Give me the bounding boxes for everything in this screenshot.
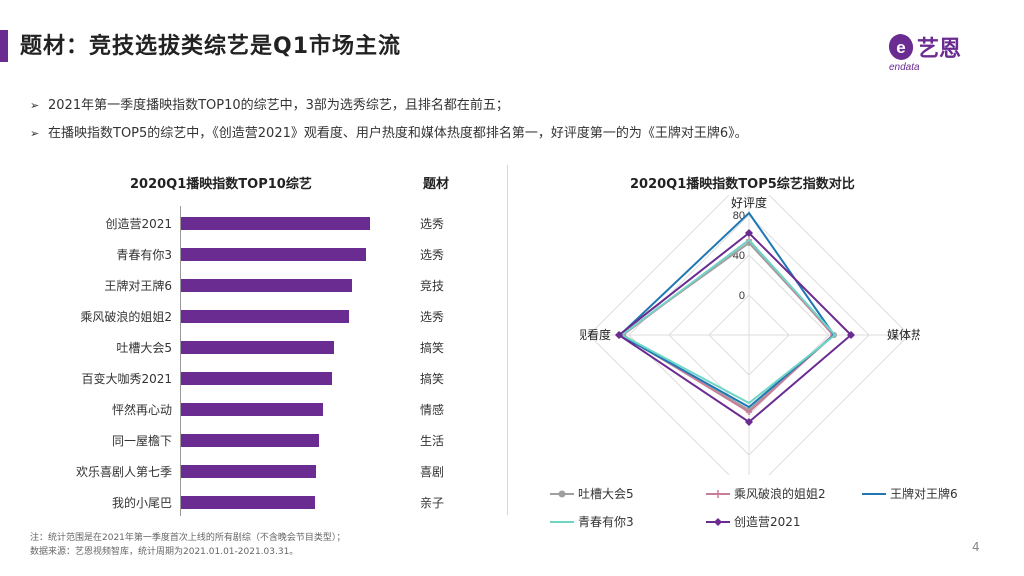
legend-label: 乘风破浪的姐姐2 — [734, 487, 826, 501]
radar-axis-label: 观看度 — [580, 327, 611, 342]
bar — [181, 434, 319, 447]
genre-label: 亲子 — [420, 496, 445, 510]
footnote-line: 注：统计范围是在2021年第一季度首次上线的所有剧综（不含晚会节目类型）； — [30, 533, 346, 543]
page-title: 题材：竞技选拔类综艺是Q1市场主流 — [20, 34, 402, 59]
title-accent-bar — [0, 30, 8, 62]
radar-chart-title: 2020Q1播映指数TOP5综艺指数对比 — [630, 177, 855, 192]
bar-category-label: 欢乐喜剧人第七季 — [75, 465, 172, 479]
legend-marker-icon — [706, 517, 730, 526]
bar-chart-axis — [180, 206, 181, 516]
genre-label: 搞笑 — [420, 372, 445, 386]
panel-divider — [507, 165, 508, 515]
bullet-item: ➢ 2021年第一季度播映指数TOP10的综艺中，3部为选秀综艺，且排名都在前五； — [30, 92, 748, 120]
legend-item: 创造营2021 — [706, 513, 801, 530]
genre-column-header: 题材 — [423, 177, 450, 192]
radar-point — [745, 229, 753, 237]
arrow-bullet-icon: ➢ — [30, 99, 40, 112]
legend-label: 青春有你3 — [578, 515, 634, 529]
genre-label: 搞笑 — [420, 341, 445, 355]
endata-logo: e 艺恩 endata — [888, 34, 961, 73]
genre-label: 选秀 — [420, 217, 445, 231]
radar-axis-label: 好评度 — [731, 195, 767, 210]
bar — [181, 310, 349, 323]
radar-tick-label: 0 — [739, 290, 745, 302]
legend-item: 青春有你3 — [550, 513, 634, 530]
logo-text: 艺恩 — [917, 36, 961, 62]
legend-label: 王牌对王牌6 — [890, 487, 958, 501]
bar — [181, 279, 353, 292]
genre-label: 选秀 — [420, 310, 445, 324]
radar-point — [746, 409, 752, 415]
radar-tick-label: 80 — [733, 210, 745, 222]
genre-label: 竞技 — [420, 279, 445, 293]
legend-item: 王牌对王牌6 — [862, 485, 958, 502]
radar-point — [615, 331, 623, 339]
footnote-line: 数据来源：艺恩视频智库，统计周期为2021.01.01-2021.03.31。 — [30, 547, 299, 557]
bullet-list: ➢ 2021年第一季度播映指数TOP10的综艺中，3部为选秀综艺，且排名都在前五；… — [30, 92, 748, 148]
bar — [181, 372, 332, 385]
bar — [181, 248, 366, 261]
bar-category-label: 吐槽大会5 — [116, 341, 172, 355]
legend-marker-icon — [706, 489, 730, 498]
bar-chart-title: 2020Q1播映指数TOP10综艺 — [130, 177, 312, 192]
radar-point — [745, 418, 753, 426]
radar-series-line — [621, 238, 835, 414]
bullet-text: 2021年第一季度播映指数TOP10的综艺中，3部为选秀综艺，且排名都在前五； — [48, 98, 509, 113]
svg-text:e: e — [896, 38, 905, 57]
genre-label: 喜剧 — [420, 465, 445, 479]
legend-marker-icon — [862, 492, 886, 495]
bar — [181, 341, 334, 354]
bar-category-label: 乘风破浪的姐姐2 — [80, 310, 172, 324]
radar-grid-ring — [588, 195, 910, 475]
radar-axis-label: 媒体热度 — [887, 327, 920, 342]
footnote: 注：统计范围是在2021年第一季度首次上线的所有剧综（不含晚会节目类型）； 数据… — [30, 531, 345, 559]
genre-label: 选秀 — [420, 248, 445, 262]
radar-chart: 80400好评度媒体热度用户热度观看度 — [580, 195, 920, 475]
radar-series-line — [620, 238, 837, 405]
bar-category-label: 我的小尾巴 — [111, 496, 172, 510]
legend-item: 吐槽大会5 — [550, 485, 634, 502]
bar — [181, 217, 370, 230]
bar-category-label: 青春有你3 — [116, 248, 172, 262]
legend-marker-icon — [550, 520, 574, 523]
legend-marker-icon — [550, 490, 574, 497]
bar-category-label: 王牌对王牌6 — [104, 279, 172, 293]
page-number: 4 — [972, 540, 980, 554]
genre-label: 情感 — [420, 403, 445, 417]
legend-item: 乘风破浪的姐姐2 — [706, 485, 826, 502]
logo-subtext: endata — [889, 62, 920, 73]
bullet-item: ➢ 在播映指数TOP5的综艺中，《创造营2021》观看度、用户热度和媒体热度都排名… — [30, 120, 748, 148]
genre-label: 生活 — [420, 434, 445, 448]
bar-category-label: 同一屋檐下 — [111, 434, 172, 448]
legend-label: 吐槽大会5 — [578, 487, 634, 501]
bar-category-label: 创造营2021 — [105, 217, 172, 231]
arrow-bullet-icon: ➢ — [30, 127, 40, 140]
bar — [181, 496, 316, 509]
radar-point — [847, 331, 855, 339]
radar-series-line — [618, 211, 836, 409]
bar — [181, 403, 324, 416]
legend-label: 创造营2021 — [734, 515, 801, 529]
bar — [181, 465, 317, 478]
bar-category-label: 怦然再心动 — [111, 403, 172, 417]
bar-category-label: 百变大咖秀2021 — [81, 372, 172, 386]
bullet-text: 在播映指数TOP5的综艺中，《创造营2021》观看度、用户热度和媒体热度都排名第… — [48, 126, 748, 141]
